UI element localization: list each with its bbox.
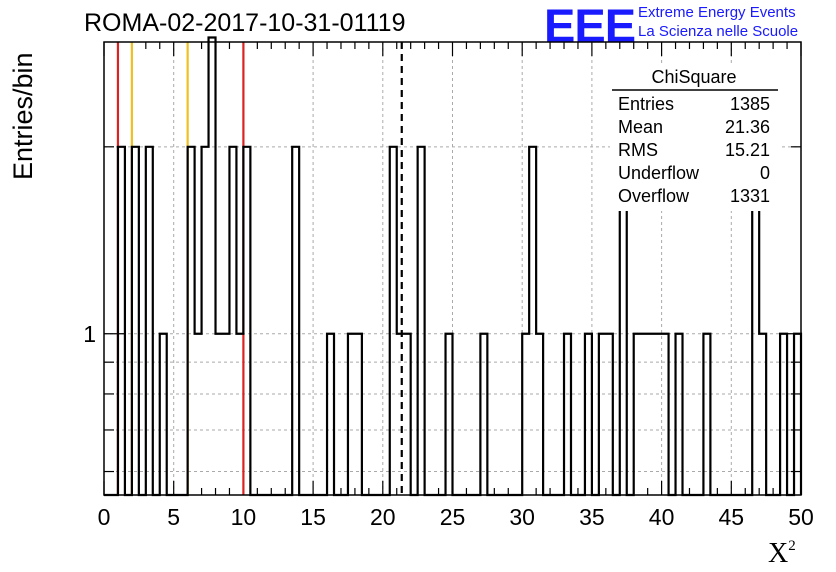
x-tick-label: 30 xyxy=(509,504,535,530)
stats-label-mean: Mean xyxy=(618,117,663,137)
x-tick-label: 35 xyxy=(579,504,605,530)
x-tick-labels: 0 5 10 15 20 25 30 35 40 45 50 xyxy=(98,504,814,530)
y-tick-label: 1 xyxy=(83,321,96,347)
x-tick-label: 5 xyxy=(167,504,180,530)
x-tick-label: 50 xyxy=(788,504,814,530)
stats-label-entries: Entries xyxy=(618,94,674,114)
histogram-outline xyxy=(104,36,803,497)
logo-line-2: La Scienza nelle Scuole xyxy=(638,23,799,40)
stats-value-overflow: 1331 xyxy=(730,186,770,206)
stats-box: ChiSquare Entries 1385 Mean 21.36 RMS 15… xyxy=(610,63,780,211)
x-axis-label-base: X xyxy=(768,538,789,569)
stats-label-rms: RMS xyxy=(618,140,658,160)
stats-value-underflow: 0 xyxy=(760,163,770,183)
x-tick-label: 25 xyxy=(440,504,466,530)
stats-title: ChiSquare xyxy=(651,67,736,87)
plot-frame xyxy=(103,41,802,496)
y-tick-labels: 1 xyxy=(83,321,96,347)
stats-label-underflow: Underflow xyxy=(618,163,700,183)
stats-value-mean: 21.36 xyxy=(725,117,770,137)
stats-label-overflow: Overflow xyxy=(618,186,690,206)
x-axis-label: X2 xyxy=(768,538,796,570)
logo-line-1: Extreme Energy Events xyxy=(638,4,796,21)
x-axis-label-sup: 2 xyxy=(788,538,796,554)
x-tick-label: 40 xyxy=(649,504,675,530)
x-tick-label: 15 xyxy=(300,504,326,530)
x-tick-label: 45 xyxy=(719,504,745,530)
x-tick-label: 10 xyxy=(231,504,257,530)
x-tick-label: 0 xyxy=(98,504,111,530)
stats-value-entries: 1385 xyxy=(730,94,770,114)
stats-box-bg xyxy=(610,63,780,211)
chart-title: ROMA-02-2017-10-31-01119 xyxy=(84,9,406,37)
eee-logo: EEE xyxy=(544,0,636,52)
x-tick-label: 20 xyxy=(370,504,396,530)
stats-value-rms: 15.21 xyxy=(725,140,770,160)
